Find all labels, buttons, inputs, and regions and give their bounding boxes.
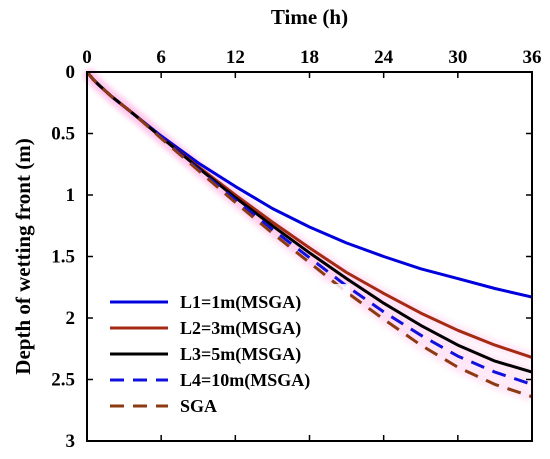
y-axis-title: Depth of wetting front (m) [11,138,35,374]
x-axis-ticks: 0 6 12 18 24 30 36 [82,47,542,441]
x-tick-label: 0 [82,47,92,68]
y-axis-ticks: 0 0.5 1 1.5 2 2.5 3 [51,62,532,452]
x-tick-label: 12 [226,47,245,68]
y-tick-label: 3 [66,431,76,452]
y-tick-label: 0.5 [51,124,75,145]
legend-label-5: SGA [180,396,217,416]
x-axis-title: Time (h) [271,5,348,29]
x-tick-label: 36 [523,47,542,68]
y-tick-label: 2 [66,308,76,329]
y-tick-label: 0 [66,62,76,83]
legend-label-3: L3=5m(MSGA) [180,344,301,365]
series-lines [85,71,533,399]
legend-label-4: L4=10m(MSGA) [180,370,310,391]
x-tick-label: 24 [374,47,394,68]
legend-label-1: L1=1m(MSGA) [180,292,301,313]
x-tick-label: 18 [300,47,319,68]
y-tick-label: 1 [66,185,76,206]
legend-label-2: L2=3m(MSGA) [180,318,301,339]
x-tick-label: 6 [156,47,166,68]
y-tick-label: 1.5 [51,247,75,268]
legend: L1=1m(MSGA) L2=3m(MSGA) L3=5m(MSGA) L4=10m(… [100,284,350,424]
x-tick-label: 30 [448,47,467,68]
series-line-5 [85,71,533,399]
y-tick-label: 2.5 [51,370,75,391]
